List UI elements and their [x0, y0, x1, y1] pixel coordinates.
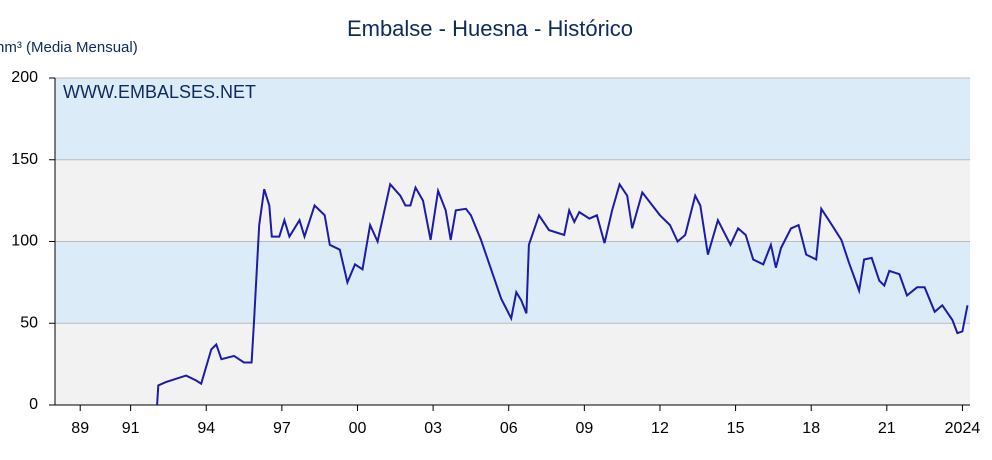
- x-tick-label: 94: [197, 420, 215, 437]
- data-line: [156, 181, 969, 406]
- x-tick-label: 15: [727, 420, 745, 437]
- background-band: [55, 159, 970, 242]
- y-tick-label: 100: [11, 233, 38, 250]
- x-tick-label: 18: [802, 420, 820, 437]
- background-band: [55, 78, 970, 160]
- y-tick-label: 0: [29, 396, 38, 413]
- y-tick-label: 200: [11, 69, 38, 86]
- x-tick-label: 2024: [945, 420, 981, 437]
- x-tick-label: 97: [273, 420, 291, 437]
- y-axis-label: hm³ (Media Mensual): [0, 39, 138, 56]
- x-tick-label: 91: [122, 420, 140, 437]
- x-tick-label: 09: [575, 420, 593, 437]
- x-tick-label: 00: [349, 420, 367, 437]
- chart-title: Embalse - Huesna - Histórico: [347, 16, 633, 41]
- y-tick-label: 50: [20, 314, 38, 331]
- x-tick-label: 06: [500, 420, 518, 437]
- watermark: WWW.EMBALSES.NET: [63, 82, 256, 102]
- background-band: [55, 323, 970, 405]
- x-tick-label: 12: [651, 420, 669, 437]
- x-tick-label: 89: [71, 420, 89, 437]
- x-tick-label: 03: [424, 420, 442, 437]
- x-tick-label: 21: [878, 420, 896, 437]
- y-tick-label: 150: [11, 151, 38, 168]
